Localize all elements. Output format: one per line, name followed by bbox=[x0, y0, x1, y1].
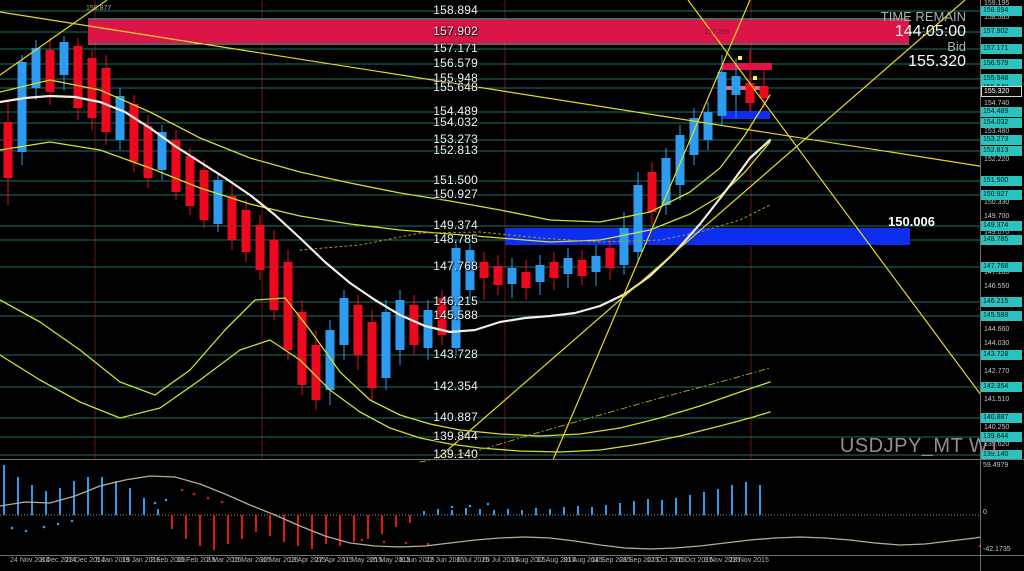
time-remain-label: TIME REMAIN bbox=[880, 9, 966, 24]
bb-upper-outer bbox=[0, 79, 771, 223]
trendline-handle[interactable] bbox=[753, 76, 757, 80]
bb-lower-inner bbox=[0, 297, 771, 437]
demand-zone[interactable] bbox=[505, 228, 910, 245]
trendline[interactable] bbox=[0, 0, 108, 76]
info-panel: TIME REMAIN 144:05:00 Bid 155.320 bbox=[881, 10, 966, 71]
ma-white bbox=[0, 94, 772, 334]
indicator-scale-min: -42.1735 bbox=[983, 546, 1011, 553]
time-axis-separator bbox=[0, 555, 1024, 556]
time-remain-value: 144:05:00 bbox=[894, 22, 966, 40]
bb-upper-inner bbox=[0, 141, 771, 243]
trendline[interactable] bbox=[0, 11, 1024, 173]
supply-zone-top-price-label: 158.877 bbox=[86, 5, 112, 12]
dotted-mid-band bbox=[299, 204, 771, 251]
trendline-handle[interactable] bbox=[738, 56, 742, 60]
trendline[interactable] bbox=[552, 0, 751, 461]
indicator-scale-max: 59.4979 bbox=[983, 462, 1009, 469]
indicator-signal-line bbox=[0, 475, 980, 550]
indicator-panel-separator[interactable] bbox=[0, 459, 1024, 460]
bid-value: 155.320 bbox=[908, 53, 966, 71]
bid-label: Bid bbox=[947, 39, 966, 55]
trendlines[interactable] bbox=[0, 0, 1024, 461]
dashdot-rising bbox=[419, 367, 771, 463]
indicator-panel[interactable] bbox=[0, 465, 1023, 550]
indicator-scale-zero: 0 bbox=[983, 509, 987, 516]
pink-level-band[interactable] bbox=[722, 86, 768, 90]
demand-zone-price-label: 150.006 bbox=[888, 214, 935, 229]
trendline[interactable] bbox=[435, 0, 966, 461]
mini-supply-zone[interactable] bbox=[722, 63, 772, 70]
bb-lower-outer bbox=[0, 339, 771, 453]
candles bbox=[3, 36, 769, 410]
mini-demand-zone[interactable] bbox=[722, 111, 770, 119]
supply-zone[interactable] bbox=[88, 20, 909, 43]
symbol-watermark: USDJPY_MT W1 bbox=[839, 435, 1000, 457]
price-scale-border[interactable] bbox=[980, 0, 981, 571]
trendline[interactable] bbox=[687, 0, 1024, 453]
supply-zone-inner-price-label: 157.266 bbox=[704, 29, 730, 36]
